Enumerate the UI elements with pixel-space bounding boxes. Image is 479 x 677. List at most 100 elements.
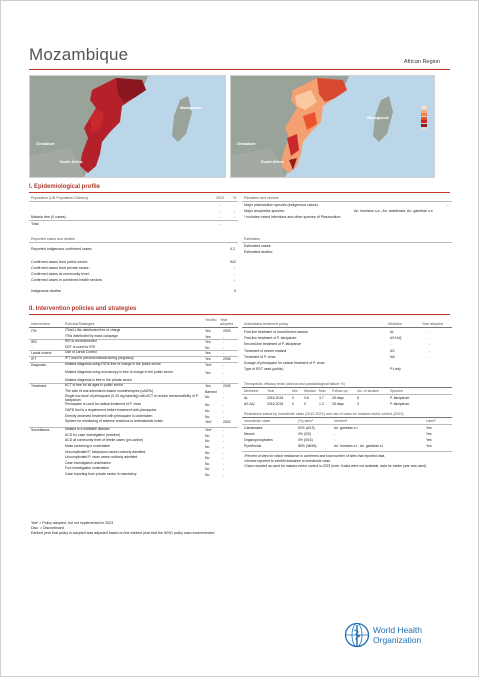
policy-col-intervention: Intervention [31,322,50,326]
policy-row-text: Case investigation undertaken [65,460,111,465]
pop-row-label: Total [31,222,39,226]
case-row-label: Confirmed cases from public sector: [31,260,89,264]
policy-row-year: - [223,445,225,449]
policy-row-yesno: Yes [205,357,211,361]
rs-cell: 0% (0/3) [298,432,311,436]
policy-row-yesno: No [205,445,210,449]
rs-col-header: Used³ [426,419,436,423]
rs-top-line [242,417,452,418]
policy-row-year: - [223,456,225,461]
policy-row-yesno: Yes [205,351,211,356]
para-note: * includes mixed infections and other sp… [244,215,341,219]
te-col-header: Species [390,389,403,393]
population-pct-header: % [233,196,237,200]
policy-row-text: The sale of oral artemisinin-based monot… [65,388,154,393]
policy-row-year: - [223,340,225,345]
epi-rule [29,192,450,193]
title-rule [29,69,450,70]
te-cell: AL [244,396,249,400]
map-left-label-zimbabwe: Zimbabwe [36,142,55,146]
policy-row-text: Foci investigation undertaken [65,466,110,471]
country-title: Mozambique [29,45,129,64]
policy-row-text: Primaquine is used for radical treatment… [65,402,142,407]
policy-row-text: ACD for case investigation (reactive) [65,432,121,437]
rs-cell: - [334,438,336,442]
legend-swatch [421,123,427,127]
policy-row-year: - [223,362,225,367]
policy-row-text: Malaria diagnosis is free in the private… [65,377,133,382]
policy-row-year: - [223,473,225,477]
map-legend [421,106,427,131]
policy-row-year: - [223,378,225,383]
resistance-note: ¹Percent of sites for which resistance i… [244,454,385,458]
tp-row-text: Treatment of severe malaria [244,348,287,353]
te-cell: 28 days [332,396,344,400]
estimates-header: Estimates [244,237,260,241]
te-cell: 8 [357,396,359,400]
te-cell: 0 [292,396,294,400]
legend-swatch [421,116,427,120]
policy-row-year: - [223,334,225,339]
policy-col-year: Year adopted [220,318,233,326]
pop-row-pct: - [234,215,236,219]
para-row-val: - [447,203,449,207]
rs-cell: Yes [426,444,432,448]
tp-row-medicine: AL [390,330,395,334]
case-row-label: Confirmed cases from private sector: [31,266,90,270]
policy-row-text: ITNs distributed by mass campaign [65,333,118,338]
pop-row-val: - [220,222,222,226]
policy-row-group: IRS [31,340,37,345]
policy-row-yesno: No [205,433,210,438]
tp-header-line [242,327,452,328]
para-line [242,201,452,202]
est-line [242,242,452,243]
policy-row-divider [29,361,238,363]
legend-swatch [421,109,427,113]
case-row-val: - [234,278,236,282]
para-row-val: An. funestus s.s., An. arabiensis, An. g… [354,209,433,213]
rs-cell: Pyrethroids [244,444,262,448]
population-year: 2023 [216,196,224,200]
tp-row-text: Treatment of P. vivax [244,354,276,359]
te-col-header: No. of studies [357,389,379,393]
te-cell: 1.2 [319,402,324,406]
policy-row-group: ITN [31,329,37,333]
rs-cell: Organophosphates [244,438,273,442]
policy-row-group: IPT [31,357,37,361]
policy-row-yesno: No [205,473,210,477]
treatment-policy-year-header: Year adopted [422,322,444,326]
case-row-label: Confirmed cases in combined health secto… [31,278,103,282]
policy-row-yesno: - [205,378,207,383]
policy-row-text: IPT used to prevent malaria during pregn… [65,356,134,360]
policy-row-text: Case reporting from private sector is ma… [65,472,137,476]
te-cell: 2016-2018 [267,402,284,406]
policy-row-yesno: Yes* [205,362,212,367]
te-col-header: Medicine [244,389,259,393]
tp-row-year: - [429,336,431,341]
est-row-label: Estimated cases: [244,244,272,248]
policy-row-text: Malaria diagnosis using RDTs free of cha… [65,361,161,366]
te-cell: 0.6 [304,396,309,400]
policy-row-year: - [223,428,225,433]
policy-row-yesno: No [205,403,210,408]
te-cell: 0 [304,402,306,406]
policy-row-text: System for monitoring of adverse reactio… [65,419,163,424]
tp-row-text: Dosage of primaquine for radical treatme… [244,361,325,365]
legend-swatch [421,106,427,109]
rs-cell: An. funestus s.l., An. gambiae s.l. [334,444,385,448]
policy-row-text: Uncomplicated P. falciparum cases routin… [65,449,146,454]
policy-row-year: - [223,409,225,413]
case-row-val: 4.2 [230,247,235,251]
cases-header: Reported cases and deaths [31,237,75,241]
pop-line [29,201,238,202]
te-cell: AS-AQ [244,402,255,406]
para-row-label: Major plasmodium species (indigenous cas… [244,203,319,207]
map-right-label-zimbabwe: Zimbabwe [237,142,256,146]
policy-row-yesno: Yes* [205,428,212,433]
te-col-header: Follow-up [332,389,348,393]
te-header-line [242,394,452,395]
policy-row-year: 2005 [223,384,231,389]
who-emblem-icon [344,622,370,648]
rs-col-header: Insecticide class [244,419,271,423]
policy-rule [29,314,450,315]
